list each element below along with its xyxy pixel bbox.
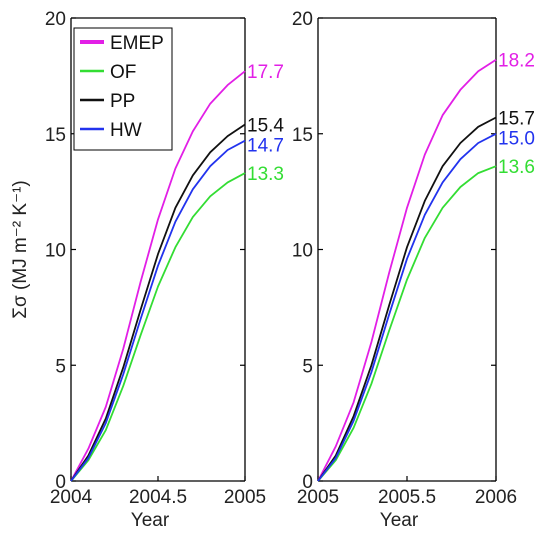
y-tick-label: 15 <box>292 125 313 146</box>
y-axis-title: Σσ (MJ m⁻² K⁻¹) <box>10 180 31 319</box>
y-tick-label: 0 <box>302 472 313 493</box>
x-tick-label: 2004.5 <box>129 487 187 508</box>
y-tick-label: 10 <box>45 241 66 262</box>
x-axis-title: Year <box>131 510 170 531</box>
series-line-pp <box>317 116 497 482</box>
end-label-pp: 15.7 <box>498 109 535 130</box>
series-line-emep <box>70 70 246 482</box>
y-tick-label: 15 <box>45 125 66 146</box>
y-tick-label: 5 <box>302 356 313 377</box>
end-label-hw: 14.7 <box>247 135 284 156</box>
y-tick-label: 0 <box>55 472 66 493</box>
x-axis-title: Year <box>380 510 419 531</box>
end-label-of: 13.3 <box>247 164 284 185</box>
series-line-hw <box>317 133 497 482</box>
chart-panel-2: 0 5 10 15 20 2005 2005.5 2006 Year 18.2 15.715.0 13… <box>292 9 535 531</box>
y-tick-label: 5 <box>55 356 66 377</box>
series-line-of <box>70 172 246 482</box>
legend-label-pp: PP <box>110 91 135 112</box>
y-tick-label: 20 <box>45 9 66 30</box>
end-label-emep: 17.7 <box>247 62 284 83</box>
legend-label-hw: HW <box>110 120 142 141</box>
y-tick-label: 20 <box>292 9 313 30</box>
series-line-pp <box>70 123 246 482</box>
x-tick-label: 2005.5 <box>378 487 436 508</box>
x-tick-label: 2005 <box>297 487 339 508</box>
y-tick-label: 10 <box>292 241 313 262</box>
end-label-of: 13.6 <box>498 157 535 178</box>
series-line-of <box>317 165 497 482</box>
series-line-emep <box>317 58 497 482</box>
chart-panel-1: 0 5 10 15 20 2004 2004.5 2005 Year Σσ (MJ m⁻² K⁻¹… <box>10 9 284 531</box>
end-label-emep: 18.2 <box>498 51 535 72</box>
x-tick-label: 2004 <box>50 487 93 508</box>
legend-label-emep: EMEP <box>110 33 164 54</box>
legend-box <box>73 27 173 151</box>
end-label-hw: 15.0 <box>498 129 535 150</box>
legend-label-of: OF <box>110 62 136 83</box>
series-line-hw <box>70 139 246 482</box>
end-label-pp: 15.4 <box>247 115 284 136</box>
x-tick-label: 2006 <box>475 487 517 508</box>
x-tick-label: 2005 <box>224 487 266 508</box>
